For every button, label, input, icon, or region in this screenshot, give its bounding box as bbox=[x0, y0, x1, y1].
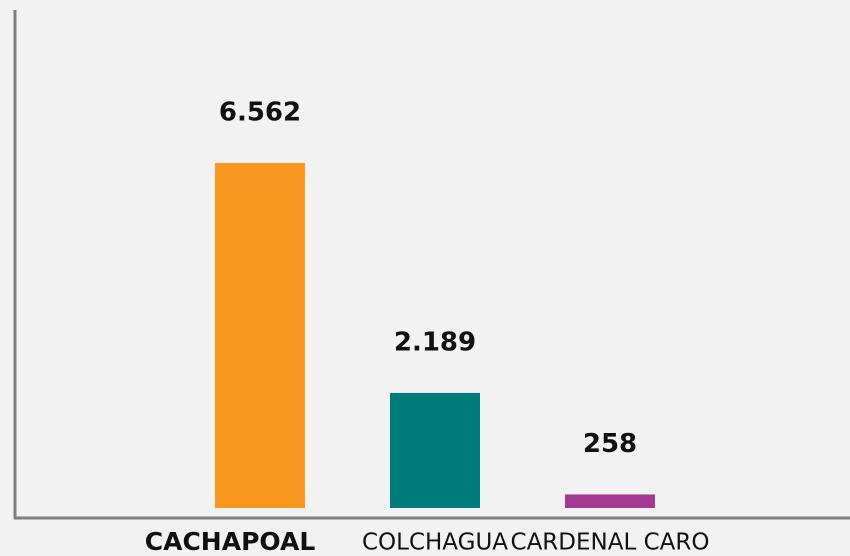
bar bbox=[565, 494, 655, 508]
x-tick-label: COLCHAGUA bbox=[362, 530, 508, 556]
x-tick-label: CARDENAL CARO bbox=[511, 530, 710, 556]
bar bbox=[215, 163, 305, 508]
value-label: 2.189 bbox=[394, 327, 476, 357]
x-tick-label: CACHAPOAL bbox=[145, 527, 316, 556]
value-label: 6.562 bbox=[219, 98, 301, 128]
value-label: 258 bbox=[583, 429, 637, 459]
bar bbox=[390, 392, 480, 508]
